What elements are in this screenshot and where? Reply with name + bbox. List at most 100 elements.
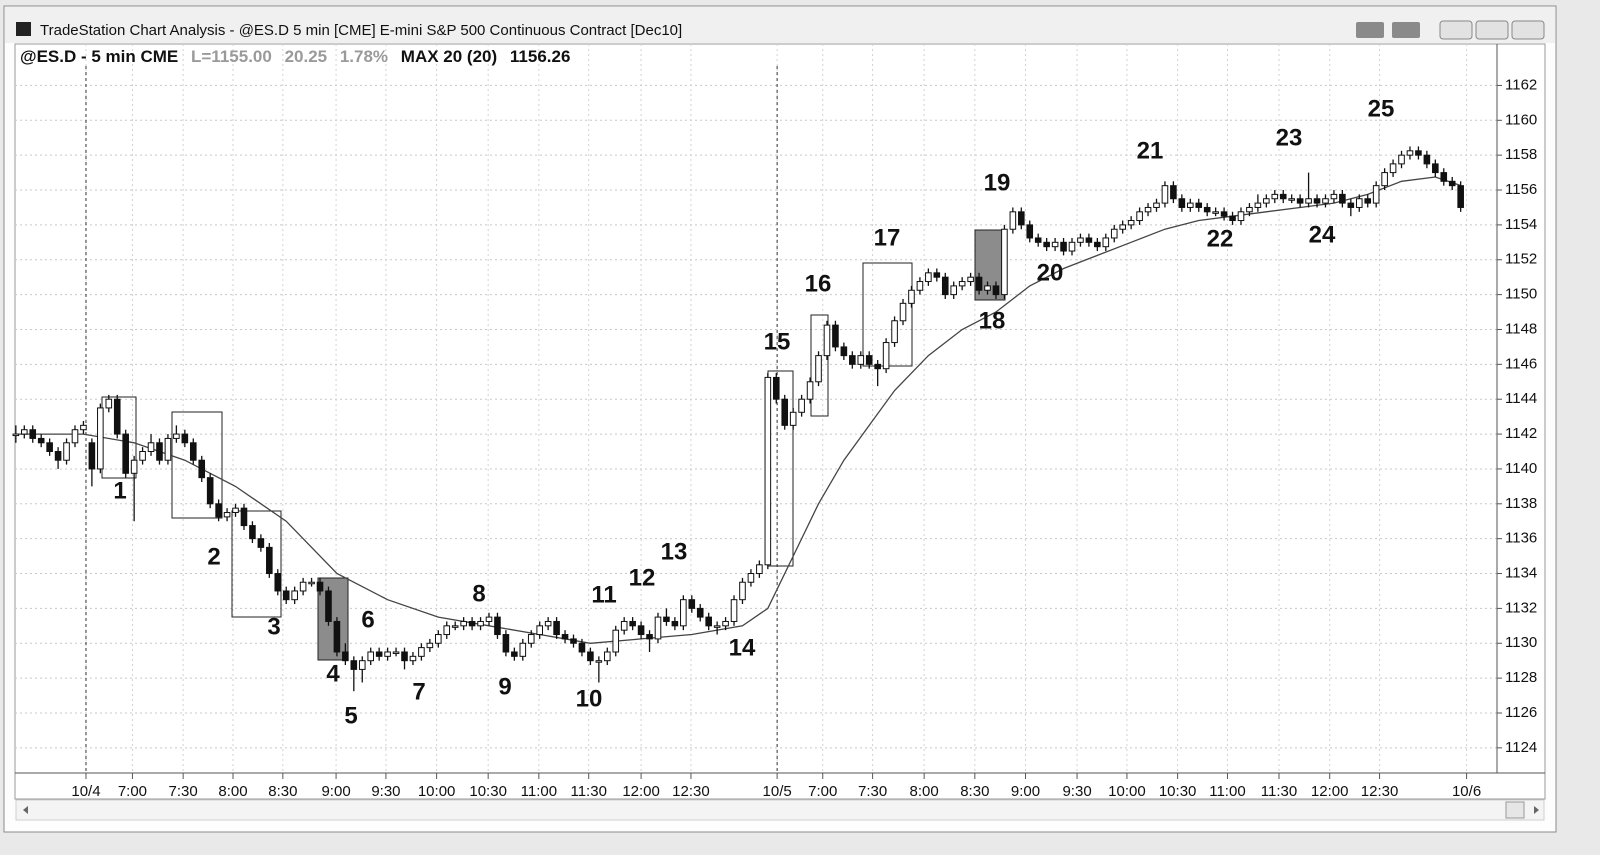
candle-body-up — [967, 276, 974, 283]
candle-body-up — [1161, 185, 1169, 204]
toolbar-button[interactable] — [1356, 22, 1384, 38]
candle-body-up — [1144, 206, 1152, 213]
moving-average-line — [15, 176, 1461, 644]
candle-body-down — [587, 651, 594, 662]
annotation: 4 — [326, 660, 340, 687]
candle-body-down — [1034, 237, 1042, 243]
candle-body-up — [1136, 211, 1143, 222]
annotation: 19 — [984, 169, 1011, 196]
x-tick-label: 8:00 — [218, 783, 247, 800]
y-tick-label: 1154 — [1505, 216, 1537, 233]
candle-body-down — [1457, 185, 1464, 208]
x-tick-label: 10:00 — [1108, 783, 1146, 800]
candle-body-up — [435, 634, 442, 644]
app-icon — [16, 22, 31, 36]
candle-body-down — [266, 546, 273, 575]
annotation: 8 — [472, 580, 485, 607]
candle-body-up — [654, 616, 662, 640]
candle-body-up — [139, 451, 146, 461]
candle-body-down — [468, 620, 476, 627]
header-line: @ES.D - 5 min CME L=1155.00 20.25 1.78% … — [20, 47, 570, 66]
candle-body-down — [54, 451, 62, 461]
candle-body-up — [1153, 202, 1160, 208]
scrollbar[interactable] — [15, 799, 1545, 821]
x-tick-label: 11:30 — [570, 783, 606, 800]
toolbar-button[interactable] — [1392, 22, 1420, 38]
candle-body-down — [37, 437, 45, 444]
candle-body-up — [747, 573, 755, 583]
candle-body-down — [325, 590, 332, 622]
y-tick-label: 1140 — [1505, 460, 1537, 477]
candle-body-down — [663, 616, 670, 622]
candle-body-down — [257, 538, 265, 548]
minimize-button[interactable] — [1439, 20, 1473, 40]
candle-body-up — [1263, 198, 1270, 204]
annotation: 3 — [267, 613, 280, 640]
annotation: 6 — [361, 606, 374, 633]
candle-body-down — [1170, 185, 1177, 200]
x-tick-label: 10/6 — [1452, 783, 1481, 800]
y-tick-label: 1132 — [1505, 599, 1537, 616]
candle-body-up — [384, 651, 391, 657]
annotation: 24 — [1309, 221, 1336, 248]
x-tick-label: 9:30 — [371, 783, 400, 800]
candle-body-up — [392, 651, 400, 654]
candle-body-up — [232, 507, 239, 514]
candle-body-up — [80, 424, 87, 431]
candle-body-up — [460, 620, 467, 627]
candle-body-up — [908, 289, 915, 304]
annotation: 12 — [629, 564, 656, 591]
x-tick-label: 10/4 — [71, 783, 100, 800]
candle-body-up — [519, 642, 527, 657]
candle-body-up — [105, 398, 113, 409]
scroll-thumb[interactable] — [1505, 801, 1525, 819]
maximize-button[interactable] — [1475, 20, 1509, 40]
title-bar — [5, 7, 1555, 43]
candle-body-up — [147, 442, 155, 453]
candle-body-down — [1195, 202, 1203, 208]
candle-body-up — [764, 376, 772, 566]
x-tick-label: 9:00 — [321, 783, 350, 800]
candle-body-down — [88, 442, 96, 470]
x-tick-label: 7:00 — [808, 783, 837, 800]
candle-body-up — [823, 324, 831, 357]
close-button[interactable] — [1511, 20, 1545, 40]
y-tick-label: 1124 — [1505, 739, 1537, 756]
candle-body-up — [1305, 198, 1312, 204]
y-tick-label: 1148 — [1505, 320, 1537, 337]
candle-body-up — [299, 581, 307, 592]
candle-body-down — [1440, 172, 1448, 182]
last-price: L=1155.00 — [191, 47, 272, 66]
scroll-right[interactable] — [1534, 806, 1539, 814]
annotation: 22 — [1207, 225, 1234, 252]
candle-body-up — [1398, 154, 1405, 165]
net-change: 20.25 — [285, 47, 328, 66]
candle-body-up — [536, 625, 543, 636]
candle-body-down — [511, 651, 518, 657]
candle-body-down — [1043, 241, 1050, 248]
candle-body-up — [130, 459, 138, 474]
candle-body-down — [553, 620, 560, 636]
candle-body-up — [603, 651, 611, 662]
candle-body-down — [1178, 198, 1186, 208]
candle-body-up — [756, 564, 763, 575]
candle-body-up — [916, 281, 924, 291]
annotation: 10 — [576, 685, 603, 712]
candle-body-up — [1355, 198, 1363, 208]
chart-panel — [14, 43, 1546, 800]
candle-body-up — [477, 620, 484, 627]
candle-body-up — [1254, 202, 1262, 208]
candle-body-down — [1203, 206, 1211, 213]
candle-body-up — [680, 599, 687, 627]
x-tick-label: 12:00 — [1311, 783, 1349, 800]
candle-body-up — [358, 660, 366, 670]
candle-body-up — [1212, 211, 1219, 214]
scroll-left[interactable] — [23, 806, 28, 814]
candle-body-up — [1009, 211, 1017, 230]
candle-body-down — [1060, 241, 1067, 252]
pattern-box — [171, 411, 223, 519]
candle-body-up — [730, 599, 738, 622]
x-tick-label: 12:30 — [672, 783, 710, 800]
window-title: TradeStation Chart Analysis - @ES.D 5 mi… — [40, 22, 682, 39]
